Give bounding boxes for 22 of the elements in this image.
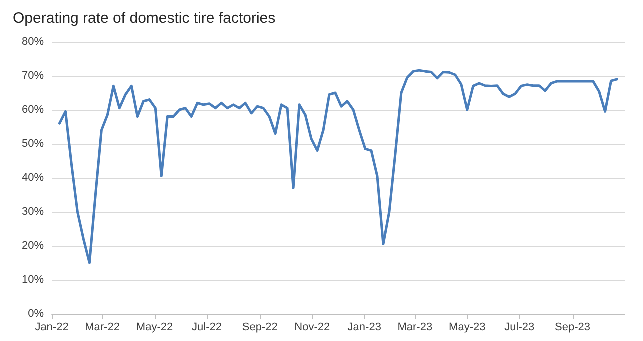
x-tick-label: May-23 [449, 322, 486, 334]
y-tick-label: 40% [22, 172, 44, 184]
line-series [58, 69, 619, 264]
y-tick-label: 20% [22, 240, 44, 252]
y-tick-label: 50% [22, 138, 44, 150]
y-tick-label: 10% [22, 274, 44, 286]
x-tick-label: Mar-22 [85, 322, 120, 334]
x-tick-label: Sep-22 [242, 322, 278, 334]
y-tick-label: 60% [22, 104, 44, 116]
chart-title: Operating rate of domestic tire factories [13, 10, 276, 27]
y-tick-label: 30% [22, 206, 44, 218]
x-tick-label: May-22 [136, 322, 174, 334]
x-tick-label: Nov-22 [294, 322, 330, 334]
y-tick-label: 0% [28, 308, 44, 320]
x-tick-label: Mar-23 [398, 322, 433, 334]
x-tick-label: Jan-22 [35, 322, 69, 334]
y-tick-label: 80% [22, 36, 44, 48]
x-tick-label: Jan-23 [348, 322, 382, 334]
x-tick-label: Sep-23 [555, 322, 590, 334]
x-tick-label: Jul-23 [504, 322, 535, 334]
y-tick-label: 70% [22, 70, 44, 82]
x-tick-label: Jul-22 [192, 322, 222, 334]
